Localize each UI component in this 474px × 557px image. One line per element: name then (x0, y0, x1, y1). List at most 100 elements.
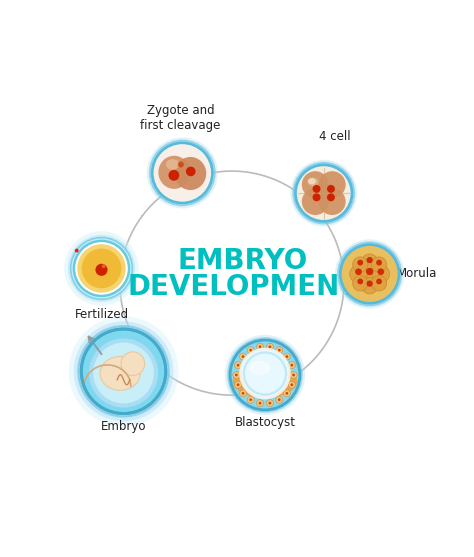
Circle shape (357, 260, 363, 266)
Circle shape (276, 346, 283, 354)
Circle shape (377, 268, 384, 275)
Ellipse shape (233, 365, 297, 398)
Circle shape (290, 372, 297, 378)
Ellipse shape (174, 157, 206, 190)
Circle shape (247, 396, 254, 403)
Circle shape (235, 381, 242, 388)
Circle shape (74, 241, 129, 296)
Circle shape (73, 321, 173, 421)
Circle shape (239, 390, 246, 397)
Circle shape (278, 349, 281, 351)
Circle shape (338, 242, 401, 306)
Circle shape (89, 338, 158, 408)
Text: Morula: Morula (397, 267, 438, 280)
Circle shape (75, 248, 79, 252)
Circle shape (168, 170, 179, 181)
Circle shape (276, 396, 283, 403)
Text: Zygote and
first cleavage: Zygote and first cleavage (140, 104, 221, 132)
Circle shape (121, 352, 145, 375)
Ellipse shape (319, 188, 346, 215)
Circle shape (82, 329, 166, 413)
Circle shape (295, 165, 352, 221)
Circle shape (283, 353, 291, 360)
Circle shape (372, 276, 387, 291)
Circle shape (353, 257, 368, 272)
Circle shape (239, 353, 246, 360)
Text: Embryo: Embryo (101, 420, 146, 433)
Circle shape (256, 343, 264, 350)
Circle shape (291, 383, 293, 386)
Text: 4 cell: 4 cell (319, 130, 351, 143)
Circle shape (376, 278, 382, 284)
Circle shape (340, 245, 399, 304)
Circle shape (82, 329, 166, 413)
Circle shape (266, 400, 273, 407)
Circle shape (288, 361, 295, 369)
Circle shape (269, 345, 271, 348)
Circle shape (350, 265, 367, 283)
Circle shape (278, 398, 281, 401)
Circle shape (69, 316, 178, 426)
Circle shape (360, 264, 379, 284)
Ellipse shape (307, 178, 319, 186)
Circle shape (237, 364, 239, 367)
Circle shape (355, 268, 362, 275)
Circle shape (335, 240, 404, 309)
Circle shape (372, 257, 387, 272)
Ellipse shape (158, 156, 190, 189)
Circle shape (285, 355, 288, 358)
Circle shape (235, 374, 238, 377)
Circle shape (152, 143, 212, 203)
Circle shape (77, 244, 126, 292)
Circle shape (288, 381, 295, 388)
Circle shape (225, 335, 305, 415)
Ellipse shape (319, 171, 346, 198)
Text: Fertilized: Fertilized (74, 308, 128, 321)
Circle shape (327, 193, 335, 201)
Circle shape (68, 235, 135, 302)
Circle shape (93, 343, 154, 403)
Ellipse shape (302, 188, 328, 215)
Circle shape (78, 326, 169, 417)
Text: DEVELOPMENT: DEVELOPMENT (128, 273, 358, 301)
Circle shape (178, 162, 184, 168)
Circle shape (291, 364, 293, 367)
Circle shape (292, 374, 295, 377)
Ellipse shape (54, 234, 58, 239)
Circle shape (283, 390, 291, 397)
Circle shape (95, 264, 108, 276)
Circle shape (71, 238, 132, 299)
Circle shape (150, 140, 215, 206)
Circle shape (259, 402, 261, 404)
Circle shape (376, 260, 382, 266)
Circle shape (353, 276, 368, 291)
Circle shape (285, 392, 288, 395)
Circle shape (242, 350, 288, 397)
Circle shape (312, 193, 320, 201)
Circle shape (242, 392, 245, 395)
Circle shape (186, 167, 196, 176)
Circle shape (327, 185, 335, 193)
Circle shape (372, 265, 390, 283)
Ellipse shape (249, 361, 270, 375)
Circle shape (245, 354, 285, 393)
Circle shape (291, 160, 357, 227)
Circle shape (249, 349, 252, 351)
Circle shape (242, 355, 245, 358)
Circle shape (362, 254, 378, 270)
Circle shape (312, 185, 320, 193)
Circle shape (293, 163, 354, 224)
Circle shape (228, 338, 302, 412)
Circle shape (233, 372, 240, 378)
Circle shape (357, 278, 363, 284)
Text: EMBRYO: EMBRYO (178, 247, 308, 275)
Ellipse shape (308, 178, 316, 184)
Circle shape (256, 400, 264, 407)
Circle shape (230, 340, 300, 410)
Circle shape (235, 361, 242, 369)
Ellipse shape (166, 159, 180, 170)
Ellipse shape (302, 171, 328, 198)
Circle shape (266, 343, 273, 350)
Circle shape (259, 345, 261, 348)
Circle shape (366, 257, 373, 263)
